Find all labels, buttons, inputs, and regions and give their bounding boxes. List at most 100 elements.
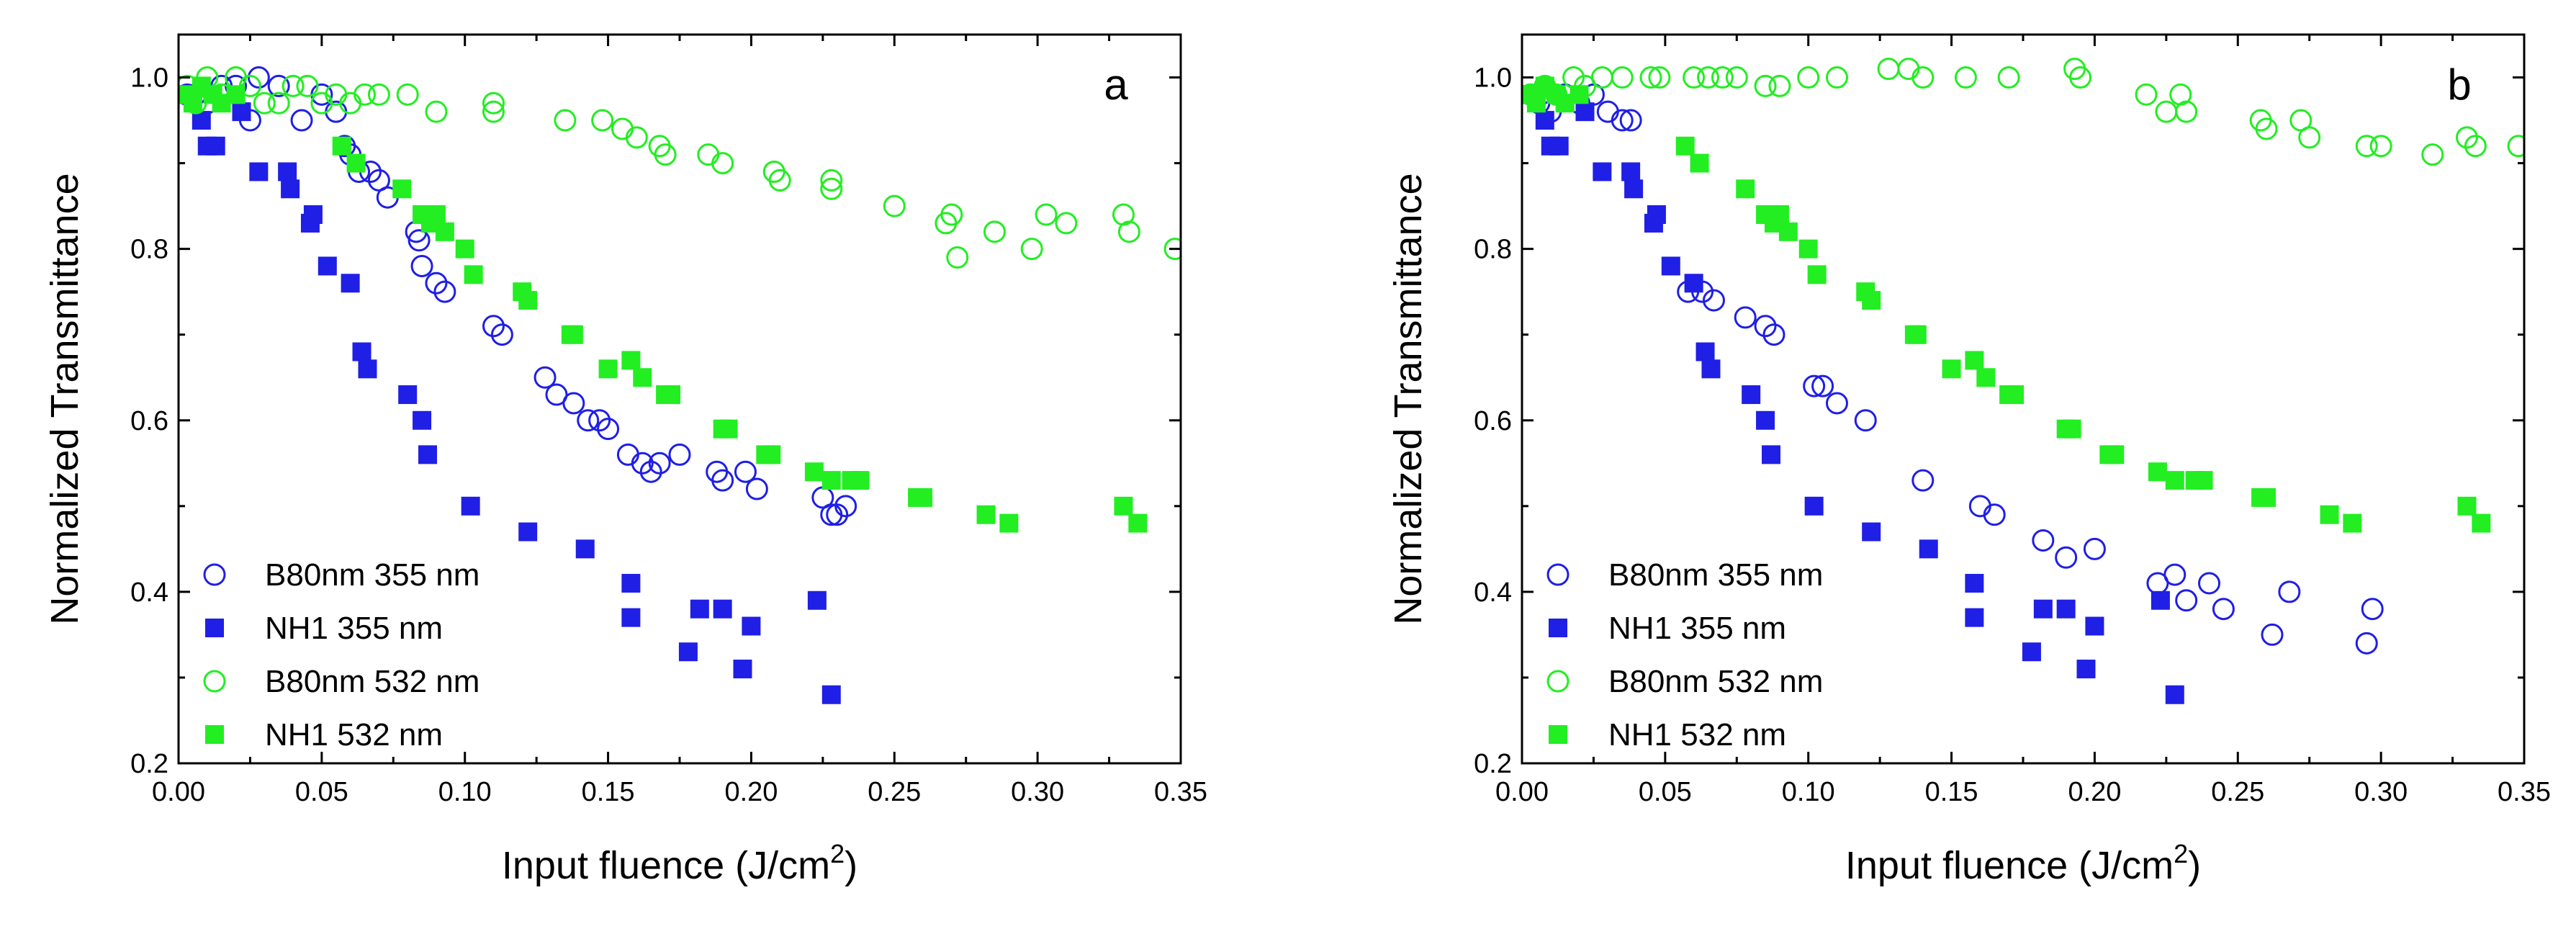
data-point	[2369, 135, 2392, 158]
legend-marker	[203, 563, 226, 586]
x-tick-label: 0.25	[868, 777, 921, 807]
data-point	[1611, 66, 1634, 89]
legend-marker	[203, 670, 226, 693]
series-nh1-355-nm	[1522, 85, 2184, 704]
data-point	[367, 83, 390, 106]
data-point	[2056, 599, 2076, 619]
data-point	[281, 179, 300, 199]
data-point	[2464, 135, 2487, 158]
data-point	[1163, 238, 1181, 261]
data-point	[1697, 66, 1720, 89]
legend-marker	[1546, 563, 1570, 586]
legend-marker	[1549, 725, 1567, 744]
data-point	[1575, 102, 1595, 122]
data-point	[719, 419, 738, 439]
data-point	[226, 85, 246, 104]
data-point	[999, 513, 1019, 533]
data-point	[1811, 374, 1834, 397]
data-point	[2033, 599, 2053, 619]
data-point	[290, 109, 313, 132]
legend-label: B80nm 532 nm	[265, 664, 479, 699]
data-point	[2076, 660, 2096, 679]
data-point	[1762, 323, 1785, 346]
legend-marker	[1546, 670, 1570, 693]
data-point	[339, 91, 362, 114]
data-point	[396, 83, 419, 106]
data-point	[296, 74, 319, 97]
data-point	[1911, 66, 1935, 89]
data-point	[1035, 203, 1058, 226]
data-point	[1684, 274, 1703, 293]
data-point	[2455, 126, 2478, 149]
data-point	[711, 469, 734, 492]
panel-label: b	[2447, 60, 2471, 109]
data-point	[392, 179, 412, 199]
data-point	[1624, 179, 1644, 199]
data-point	[410, 254, 433, 277]
data-point	[435, 222, 454, 241]
data-point	[2175, 100, 2198, 123]
data-point	[461, 496, 480, 516]
data-point	[1754, 315, 1777, 338]
data-point	[2278, 580, 2301, 603]
data-point	[1919, 539, 1938, 559]
data-point	[2155, 100, 2178, 123]
data-point	[455, 239, 474, 259]
data-point	[267, 74, 290, 97]
data-point	[940, 203, 963, 226]
data-point	[253, 91, 276, 114]
data-point	[1117, 220, 1140, 243]
data-point	[768, 169, 791, 192]
data-point	[426, 205, 446, 225]
data-point	[1619, 109, 1642, 132]
legend-marker	[1549, 619, 1567, 637]
data-point	[591, 109, 614, 132]
legend: B80nm 355 nm NH1 355 nm B80nm 532 nm NH1 53…	[1546, 557, 1823, 752]
data-point	[1754, 74, 1777, 97]
y-tick-label: 0.8	[1474, 235, 1512, 265]
data-point	[734, 460, 757, 483]
legend-marker	[205, 725, 224, 744]
data-point	[804, 462, 824, 482]
data-point	[639, 460, 662, 483]
data-point	[2069, 66, 2092, 89]
data-point	[490, 323, 513, 346]
x-tick-label: 0.05	[295, 777, 348, 807]
data-point	[2421, 143, 2444, 166]
data-point	[2055, 546, 2078, 569]
data-point	[1736, 179, 1755, 199]
data-point	[1702, 289, 1725, 312]
data-point	[2261, 623, 2284, 646]
panel-label: a	[1104, 60, 1128, 109]
data-point	[1907, 325, 1927, 344]
data-point	[2062, 419, 2081, 439]
data-point	[834, 495, 857, 518]
data-point	[621, 573, 641, 593]
data-point	[2105, 445, 2125, 464]
y-axis-title: Normalized Transmittance	[43, 173, 86, 624]
data-point	[2343, 513, 2362, 533]
data-point	[631, 451, 654, 475]
data-point	[654, 143, 677, 166]
data-point	[2355, 135, 2378, 158]
plot-area	[179, 66, 1181, 704]
data-point	[621, 608, 641, 627]
data-point	[1804, 496, 1824, 516]
data-point	[1762, 445, 1781, 464]
data-point	[2022, 642, 2041, 662]
y-tick-label: 1.0	[130, 63, 168, 94]
data-point	[597, 418, 620, 441]
data-point	[1807, 265, 1827, 284]
data-point	[1611, 109, 1634, 132]
x-tick-label: 0.25	[2211, 777, 2264, 807]
data-point	[1983, 503, 2006, 526]
legend-label: B80nm 355 nm	[265, 557, 479, 593]
data-point	[1954, 66, 1977, 89]
data-point	[1690, 153, 1709, 173]
data-point	[249, 162, 269, 181]
data-point	[1997, 66, 2020, 89]
data-point	[611, 117, 634, 140]
data-point	[247, 66, 270, 89]
data-point	[562, 392, 585, 415]
